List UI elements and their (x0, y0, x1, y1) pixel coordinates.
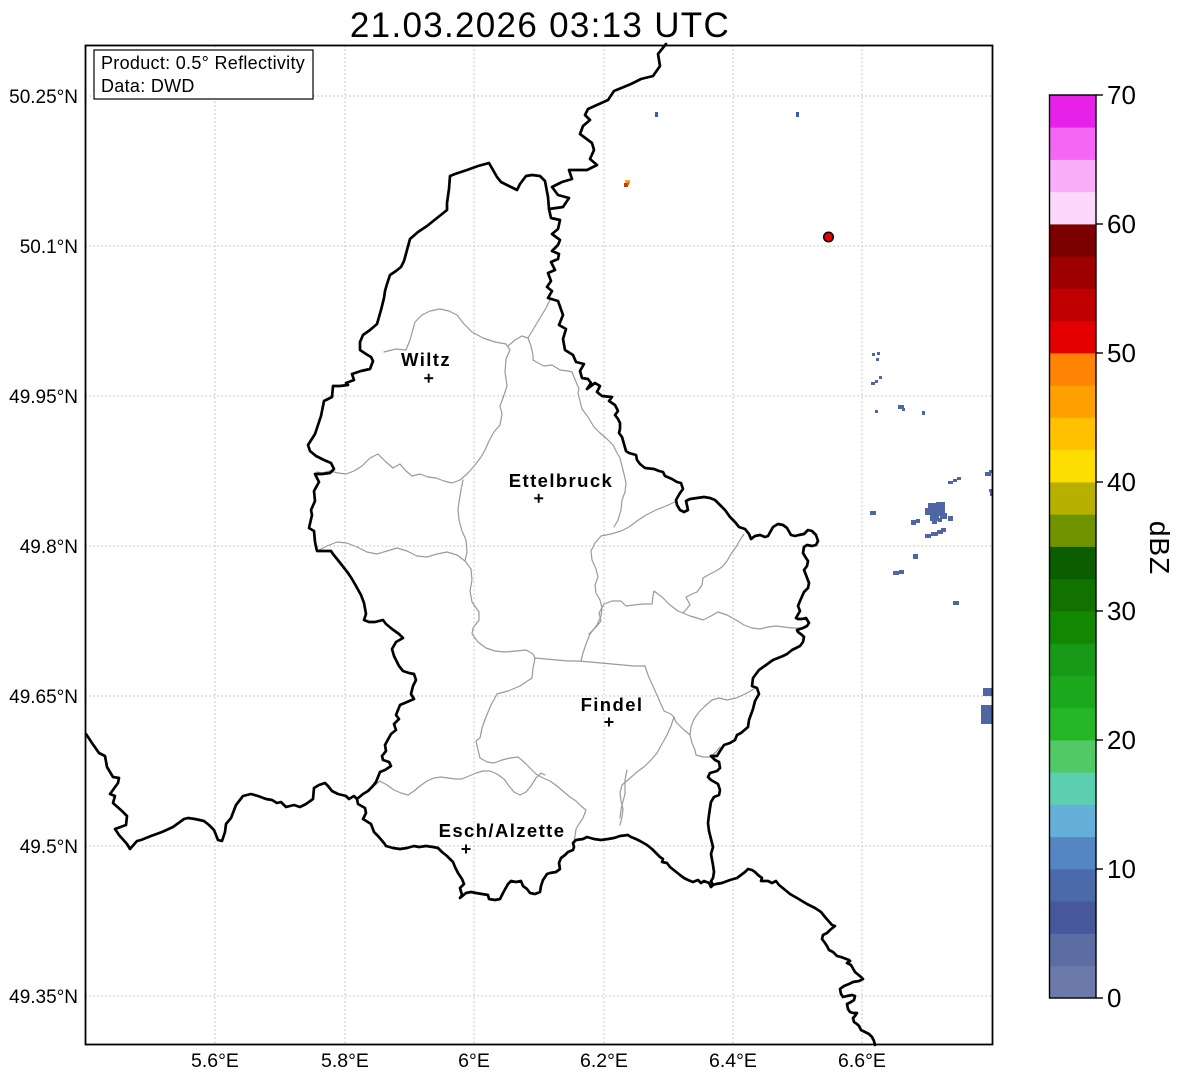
svg-text:5.6°E: 5.6°E (191, 1050, 239, 1072)
svg-text:40: 40 (1107, 467, 1136, 497)
svg-text:50: 50 (1107, 338, 1136, 368)
svg-text:6.4°E: 6.4°E (709, 1050, 757, 1072)
svg-text:6.6°E: 6.6°E (838, 1050, 886, 1072)
svg-text:5.8°E: 5.8°E (321, 1050, 369, 1072)
svg-text:50.25°N: 50.25°N (9, 87, 78, 108)
svg-text:10: 10 (1107, 854, 1136, 884)
svg-text:6.2°E: 6.2°E (580, 1050, 628, 1072)
svg-text:30: 30 (1107, 596, 1136, 626)
svg-text:20: 20 (1107, 725, 1136, 755)
svg-text:70: 70 (1107, 80, 1136, 110)
svg-text:49.95°N: 49.95°N (9, 387, 78, 408)
svg-text:49.35°N: 49.35°N (9, 987, 78, 1008)
svg-text:49.5°N: 49.5°N (20, 837, 78, 858)
svg-text:21.03.2026 03:13 UTC: 21.03.2026 03:13 UTC (350, 6, 730, 45)
svg-text:60: 60 (1107, 209, 1136, 239)
svg-text:dBZ: dBZ (1144, 521, 1175, 575)
svg-text:Product: 0.5° Reflectivity: Product: 0.5° Reflectivity (101, 53, 305, 73)
svg-text:Ettelbruck: Ettelbruck (509, 470, 613, 491)
svg-text:49.8°N: 49.8°N (20, 537, 78, 558)
svg-text:50.1°N: 50.1°N (20, 237, 78, 258)
svg-text:6°E: 6°E (458, 1050, 490, 1072)
svg-text:Data: DWD: Data: DWD (101, 76, 195, 96)
svg-text:Findel: Findel (581, 694, 644, 715)
svg-text:Wiltz: Wiltz (401, 349, 451, 370)
svg-text:49.65°N: 49.65°N (9, 687, 78, 708)
svg-text:0: 0 (1107, 983, 1121, 1013)
svg-text:Esch/Alzette: Esch/Alzette (439, 820, 566, 841)
